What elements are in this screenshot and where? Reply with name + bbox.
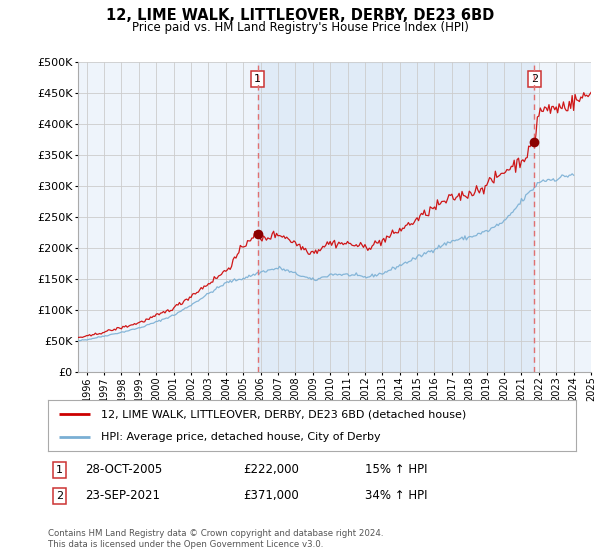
- Text: 2: 2: [56, 491, 63, 501]
- Text: Contains HM Land Registry data © Crown copyright and database right 2024.
This d: Contains HM Land Registry data © Crown c…: [48, 529, 383, 549]
- Bar: [257, 62, 535, 372]
- Text: £371,000: £371,000: [244, 489, 299, 502]
- Text: 12, LIME WALK, LITTLEOVER, DERBY, DE23 6BD (detached house): 12, LIME WALK, LITTLEOVER, DERBY, DE23 6…: [101, 409, 466, 419]
- Text: 34% ↑ HPI: 34% ↑ HPI: [365, 489, 427, 502]
- Text: 15% ↑ HPI: 15% ↑ HPI: [365, 463, 427, 476]
- Text: 23-SEP-2021: 23-SEP-2021: [85, 489, 160, 502]
- Text: Price paid vs. HM Land Registry's House Price Index (HPI): Price paid vs. HM Land Registry's House …: [131, 21, 469, 34]
- Text: 12, LIME WALK, LITTLEOVER, DERBY, DE23 6BD: 12, LIME WALK, LITTLEOVER, DERBY, DE23 6…: [106, 8, 494, 24]
- Text: 1: 1: [254, 74, 261, 84]
- Text: HPI: Average price, detached house, City of Derby: HPI: Average price, detached house, City…: [101, 432, 380, 442]
- Text: 2: 2: [531, 74, 538, 84]
- Text: £222,000: £222,000: [244, 463, 299, 476]
- Text: 28-OCT-2005: 28-OCT-2005: [85, 463, 162, 476]
- Text: 1: 1: [56, 465, 63, 475]
